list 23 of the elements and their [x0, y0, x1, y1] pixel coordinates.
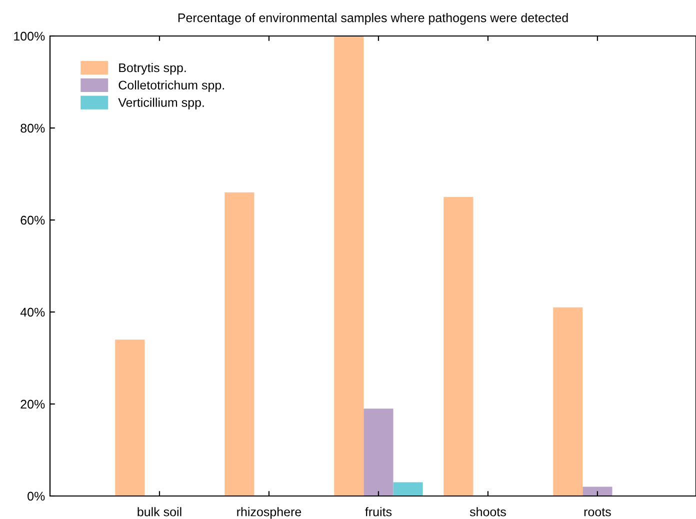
x-tick-label: shoots	[470, 507, 506, 516]
legend-label: Verticillium spp.	[118, 98, 204, 110]
y-tick-label: 80%	[20, 124, 45, 133]
legend-label: Colletotrichum spp.	[118, 80, 224, 92]
y-tick-label: 100%	[14, 32, 45, 41]
x-tick-label: rhizosphere	[237, 507, 302, 519]
bar	[582, 486, 612, 496]
bar	[364, 408, 394, 496]
chart-title: Percentage of environmental samples where pathogens were detected	[178, 13, 568, 25]
y-tick-label: 0%	[28, 492, 45, 501]
y-tick-label: 60%	[20, 216, 45, 225]
bar	[334, 36, 364, 496]
bar	[224, 192, 254, 496]
legend-label: Botrytis spp.	[119, 62, 186, 75]
bar	[393, 482, 423, 496]
bar	[553, 307, 583, 496]
bar	[444, 197, 474, 496]
x-tick-label: bulk soil	[138, 507, 182, 516]
bar	[115, 340, 145, 496]
x-tick-label: roots	[584, 508, 611, 516]
x-tick-label: fruits	[365, 507, 392, 516]
y-tick-label: 40%	[20, 308, 45, 317]
y-tick-label: 20%	[20, 400, 45, 409]
